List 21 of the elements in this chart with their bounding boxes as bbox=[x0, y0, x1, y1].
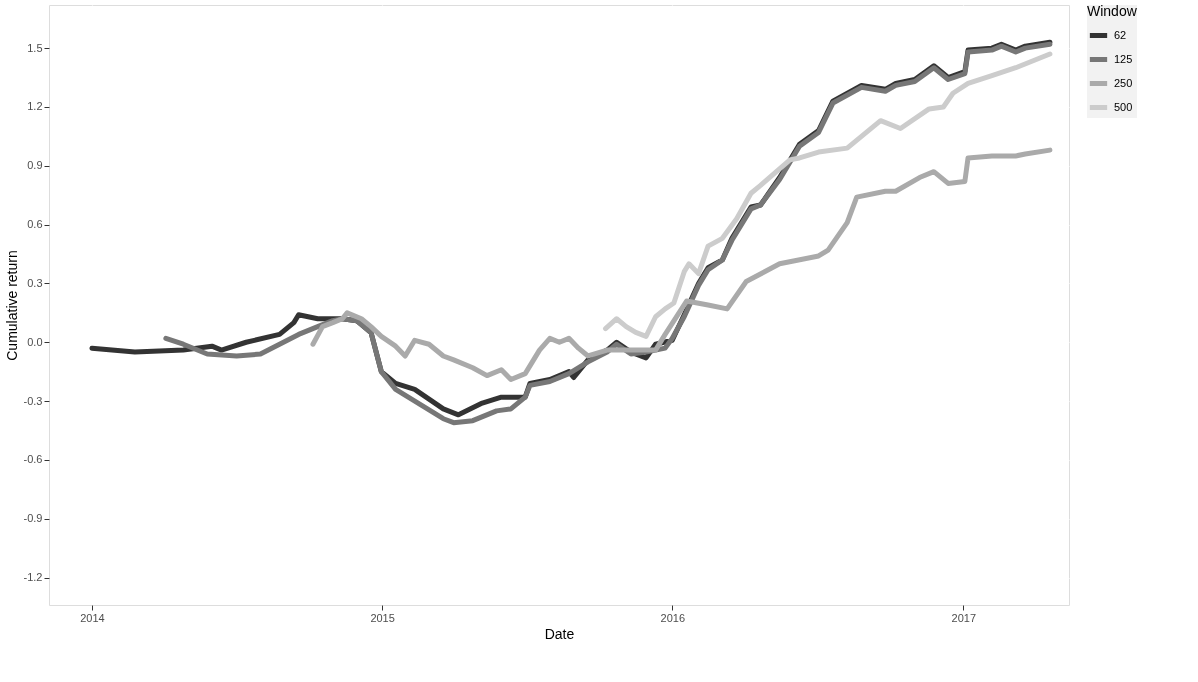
y-tick-label: 0.0 bbox=[27, 335, 43, 348]
y-tick-label: 1.5 bbox=[27, 41, 43, 54]
legend-label: 62 bbox=[1114, 28, 1127, 41]
x-tick-label: 2016 bbox=[660, 611, 686, 624]
legend-label: 125 bbox=[1114, 52, 1133, 65]
x-tick-label: 2017 bbox=[951, 611, 977, 624]
legend-title: Window bbox=[1087, 3, 1138, 19]
y-tick-label: -0.6 bbox=[23, 453, 43, 466]
legend-label: 500 bbox=[1114, 100, 1133, 113]
y-tick-label: 0.6 bbox=[27, 218, 43, 231]
x-tick-label: 2014 bbox=[80, 611, 105, 624]
y-tick-label: 1.2 bbox=[27, 100, 43, 113]
legend-label: 250 bbox=[1114, 76, 1133, 89]
y-tick-label: -0.9 bbox=[23, 512, 43, 525]
y-axis-title: Cumulative return bbox=[3, 250, 20, 361]
y-tick-label: 0.9 bbox=[27, 159, 43, 172]
x-axis-title: Date bbox=[544, 625, 575, 642]
y-tick-label: 0.3 bbox=[27, 276, 43, 289]
y-tick-label: -1.2 bbox=[23, 571, 43, 584]
y-tick-label: -0.3 bbox=[23, 394, 43, 407]
x-tick-label: 2015 bbox=[370, 611, 395, 624]
